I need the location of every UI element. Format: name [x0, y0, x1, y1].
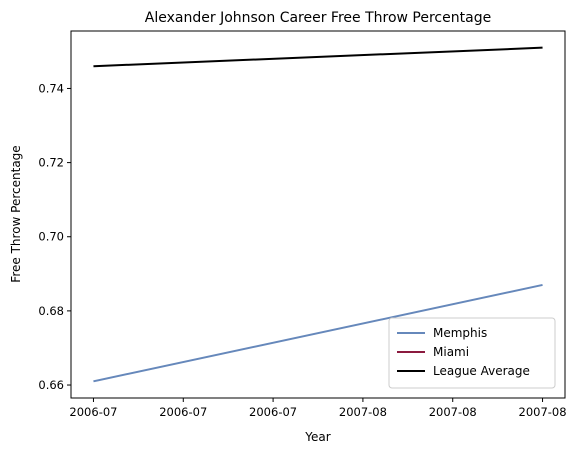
legend-item-miami: Miami	[397, 345, 469, 359]
legend-label: Memphis	[433, 326, 487, 340]
legend-item-memphis: Memphis	[397, 326, 487, 340]
y-tick-label: 0.66	[38, 378, 64, 392]
x-tick-label: 2007-08	[339, 405, 387, 419]
y-tick-label: 0.68	[38, 304, 64, 318]
legend-label: League Average	[433, 364, 530, 378]
x-axis: 2006-07 2006-07 2006-07 2007-08 2007-08 2007-…	[69, 398, 567, 419]
plot-frame	[70, 30, 566, 399]
series-line-memphis	[93, 283, 543, 383]
y-tick-label: 0.70	[38, 230, 64, 244]
x-tick-label: 2006-07	[69, 405, 117, 419]
series-layer	[93, 46, 543, 383]
series-line-league-average	[93, 46, 543, 68]
chart-title: Alexander Johnson Career Free Throw Perc…	[145, 10, 491, 26]
y-tick-label: 0.72	[38, 156, 64, 170]
x-tick-label: 2006-07	[249, 405, 297, 419]
plot-area	[70, 30, 566, 399]
legend-label: Miami	[433, 345, 469, 359]
x-tick-label: 2006-07	[159, 405, 207, 419]
x-tick-label: 2007-08	[429, 405, 477, 419]
x-tick-label: 2007-08	[519, 405, 567, 419]
legend: Memphis Miami League Average	[388, 317, 556, 389]
legend-box	[388, 317, 556, 389]
x-axis-label: Year	[304, 430, 330, 444]
legend-item-league-average: League Average	[397, 364, 530, 378]
y-axis: 0.66 0.68 0.70 0.72 0.74	[38, 81, 71, 392]
y-tick-label: 0.74	[38, 81, 64, 95]
y-axis-label: Free Throw Percentage	[9, 145, 23, 282]
